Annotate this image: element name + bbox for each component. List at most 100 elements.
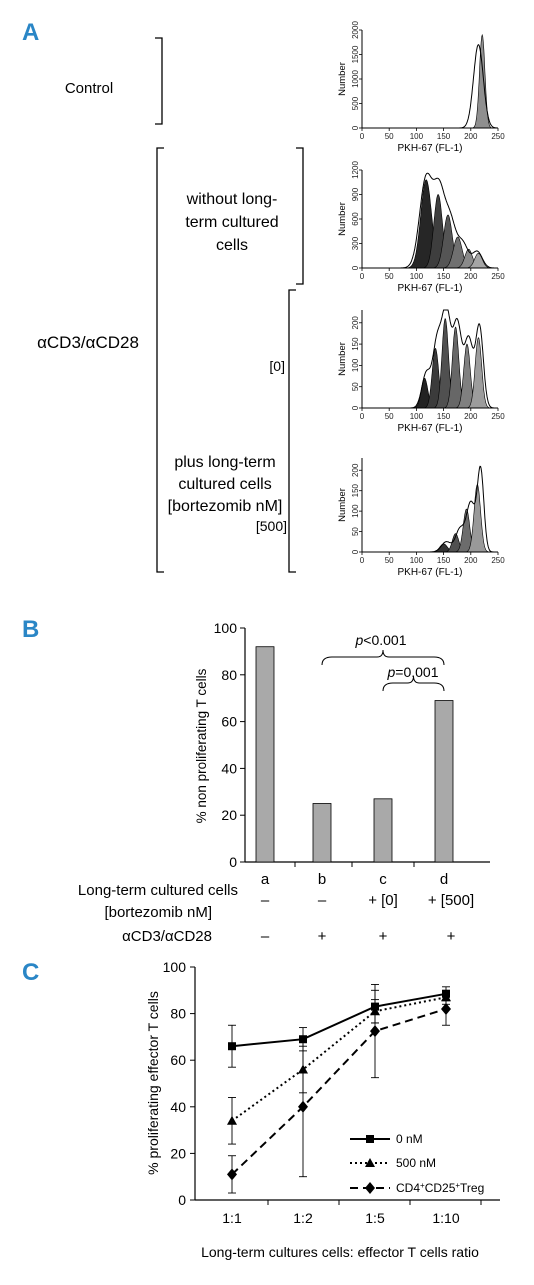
histogram-dose0: 0 50 100 150 200 250 0 50 100 150 200 Number PKH-67 … xyxy=(337,310,505,434)
without-label-line-1: without long- xyxy=(186,191,278,208)
line-chart-y-tick-label: 60 xyxy=(170,1052,186,1068)
legend-label: CD4+CD25+Treg xyxy=(396,1181,484,1195)
histogram-dose0-x-label: PKH-67 (FL-1) xyxy=(397,423,462,434)
histogram-without-x-tick-label: 50 xyxy=(385,272,394,281)
histogram-without-x-tick-label: 150 xyxy=(437,272,451,281)
histogram-dose0-y-tick-label: 100 xyxy=(351,358,360,372)
bar-chart-y-tick-label: 20 xyxy=(221,807,237,823)
histogram-dose500-x-tick-label: 0 xyxy=(360,556,365,565)
histogram-dose500-x-tick-label: 250 xyxy=(491,556,505,565)
line-chart-y-tick-label: 20 xyxy=(170,1145,186,1161)
histogram-control-y-tick-label: 2000 xyxy=(351,21,360,39)
row2-cell-d: + xyxy=(447,928,456,945)
histogram-dose500-y-tick-label: 200 xyxy=(351,463,360,477)
histogram-control-x-label: PKH-67 (FL-1) xyxy=(397,143,462,154)
histogram-without-x-tick-label: 200 xyxy=(464,272,478,281)
bar-chart-y-tick-label: 80 xyxy=(221,667,237,683)
panel-c-letter: C xyxy=(22,959,39,986)
line-chart-x-tick-label: 1:10 xyxy=(432,1210,459,1226)
without-label-line-2: term cultured xyxy=(185,214,278,231)
bar-chart-y-tick-label: 0 xyxy=(229,854,237,870)
line-chart-y-label: % proliferating effector T cells xyxy=(145,991,161,1175)
series-line xyxy=(232,994,446,1046)
control-label: Control xyxy=(65,80,113,97)
row0-cell-a: – xyxy=(261,892,270,909)
row0-cell-d: + [500] xyxy=(428,892,474,909)
histogram-dose0-x-tick-label: 150 xyxy=(437,412,451,421)
row-label-long-term: Long-term cultured cells xyxy=(78,882,238,899)
p-value-b-d: p<0.001 xyxy=(354,632,406,648)
histogram-control-y-tick-label: 1000 xyxy=(351,70,360,88)
histogram-control-x-tick-label: 250 xyxy=(491,132,505,141)
without-bracket xyxy=(296,148,303,284)
row2-cell-b: + xyxy=(318,928,327,945)
histogram-without-y-tick-label: 1200 xyxy=(351,161,360,179)
stim-bracket xyxy=(157,148,164,572)
line-chart-x-tick-label: 1:2 xyxy=(293,1210,313,1226)
histogram-control-x-tick-label: 150 xyxy=(437,132,451,141)
control-bracket xyxy=(155,38,162,124)
without-label-line-3: cells xyxy=(216,237,248,254)
bar-chart: 0 20 40 60 80 100 a b c d p<0.001 p=0.001 xyxy=(214,620,490,888)
dose-0-label: [0] xyxy=(269,358,285,374)
histogram-dose500-x-tick-label: 200 xyxy=(464,556,478,565)
histogram-control-x-tick-label: 50 xyxy=(385,132,394,141)
panel-a-letter: A xyxy=(22,19,39,46)
dose-500-label: [500] xyxy=(256,518,287,534)
histogram-dose500-x-label: PKH-67 (FL-1) xyxy=(397,567,462,578)
histogram-without-y-tick-label: 900 xyxy=(351,187,360,201)
histogram-without-y-label: Number xyxy=(337,202,348,236)
line-chart-y-tick-label: 40 xyxy=(170,1099,186,1115)
histogram-dose500-y-tick-label: 150 xyxy=(351,483,360,497)
row0-cell-b: – xyxy=(318,892,327,909)
line-chart-y-tick-label: 80 xyxy=(170,1006,186,1022)
histogram-dose0-y-tick-label: 150 xyxy=(351,337,360,351)
line-chart-x-label: Long-term cultures cells: effector T cel… xyxy=(201,1244,479,1260)
p-value-c-d: p=0.001 xyxy=(386,664,438,680)
plus-label-line-1: plus long-term xyxy=(174,454,275,471)
plus-label-line-3: [bortezomib nM] xyxy=(168,498,283,515)
bar-category-label: b xyxy=(318,871,326,888)
histogram-without: 0 50 100 150 200 250 0 300 600 900 1200 Number PKH-6… xyxy=(337,161,505,294)
line-chart: 0204060801001:1 1:2 1:5 1:100 nM500 nMCD4+C… xyxy=(163,959,500,1226)
histogram-dose0-x-tick-label: 250 xyxy=(491,412,505,421)
legend: 0 nM 500 nM CD4+CD25+Treg xyxy=(350,1132,484,1195)
histogram-control: 0 50 100 150 200 250 0 500 1000 1500 2000 Number PKH… xyxy=(337,21,505,154)
series-line xyxy=(232,997,446,1121)
legend-marker xyxy=(365,1182,375,1194)
data-point xyxy=(441,1003,451,1015)
histogram-dose500-x-tick-label: 150 xyxy=(437,556,451,565)
bar-category-label: d xyxy=(440,871,448,888)
data-point xyxy=(228,1042,236,1050)
histogram-panels: 0 50 100 150 200 2500500100015002000NumberPKH… xyxy=(337,21,505,578)
bar-chart-y-tick-label: 100 xyxy=(214,620,238,636)
line-chart-y-tick-label: 0 xyxy=(178,1192,186,1208)
legend-label: 500 nM xyxy=(396,1156,436,1170)
histogram-dose500: 0 50 100 150 200 250 0 50 100 150 200 Number PKH-67 … xyxy=(337,458,505,578)
line-chart-y-tick-label: 100 xyxy=(163,959,187,975)
histogram-control-x-tick-label: 100 xyxy=(410,132,424,141)
histogram-without-x-tick-label: 0 xyxy=(360,272,365,281)
series-0 xyxy=(228,987,450,1067)
histogram-dose0-x-tick-label: 0 xyxy=(360,412,365,421)
histogram-dose0-y-tick-label: 200 xyxy=(351,316,360,330)
histogram-without-y-tick-label: 0 xyxy=(351,265,360,270)
histogram-dose500-x-tick-label: 50 xyxy=(385,556,394,565)
histogram-dose500-y-label: Number xyxy=(337,488,348,522)
histogram-without-x-tick-label: 100 xyxy=(410,272,424,281)
histogram-control-y-label: Number xyxy=(337,62,348,96)
histogram-dose0-y-label: Number xyxy=(337,342,348,376)
line-chart-x-tick-label: 1:1 xyxy=(222,1210,242,1226)
plus-label-line-2: cultured cells xyxy=(178,476,271,493)
bar-chart-y-label: % non proliferating T cells xyxy=(194,668,209,823)
row-label-stim: αCD3/αCD28 xyxy=(122,928,212,945)
histogram-control-y-tick-label: 500 xyxy=(351,96,360,110)
histogram-control-y-tick-label: 0 xyxy=(351,125,360,130)
bar-category-label: a xyxy=(261,871,270,888)
histogram-control-x-tick-label: 200 xyxy=(464,132,478,141)
row-label-bortezomib: [bortezomib nM] xyxy=(104,904,212,921)
histogram-dose500-y-tick-label: 50 xyxy=(351,527,360,536)
line-chart-x-tick-label: 1:5 xyxy=(365,1210,385,1226)
row0-cell-c: + [0] xyxy=(368,892,398,909)
